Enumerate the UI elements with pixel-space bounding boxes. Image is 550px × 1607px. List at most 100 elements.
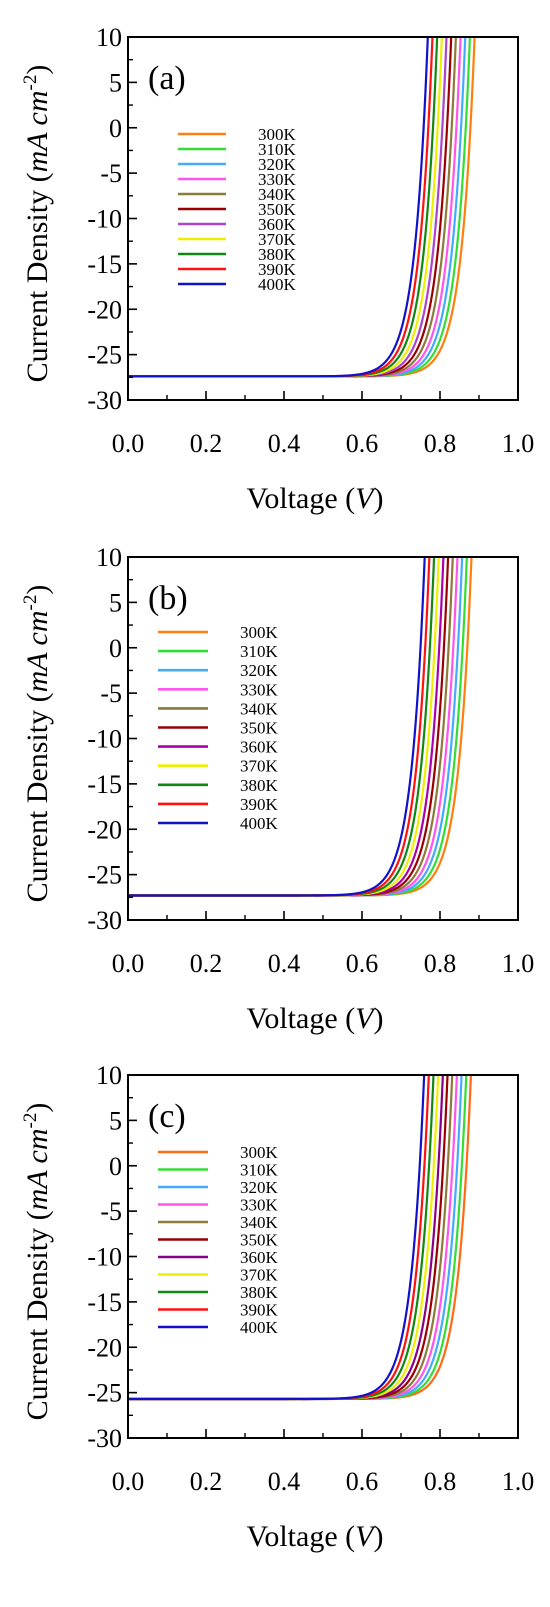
legend-label-310K: 310K [240,1161,279,1180]
y-tick-label: -15 [87,250,122,279]
y-axis-title: Current Density (mA cm-2) [20,585,54,903]
x-tick-label: 1.0 [502,949,535,978]
legend-label-310K: 310K [240,642,279,661]
y-tick-label: 10 [96,543,122,572]
x-tick-label: 0.0 [112,1467,145,1496]
legend-label-320K: 320K [240,661,279,680]
series-line-330K [128,37,462,378]
legend-label-350K: 350K [258,200,297,219]
y-tick-label: 5 [109,68,122,97]
y-tick-label: 0 [109,114,122,143]
legend: 300K310K320K330K340K350K360K370K380K390K… [158,623,279,833]
y-tick-label: -30 [87,386,122,415]
legend-label-400K: 400K [258,275,297,294]
y-tick-label: -15 [87,770,122,799]
y-tick-label: -30 [87,1424,122,1453]
series-line-310K [128,557,468,897]
legend-label-330K: 330K [258,170,297,189]
x-tick-label: 1.0 [502,1467,535,1496]
x-axis-title: Voltage (V) [247,482,384,515]
x-tick-label: 0.6 [346,1467,379,1496]
legend-label-340K: 340K [258,185,297,204]
y-tick-label: -30 [87,906,122,935]
legend-label-350K: 350K [240,719,279,738]
x-tick-label: 0.2 [190,1467,223,1496]
y-axis-title: Current Density (mA cm-2) [20,1103,54,1421]
legend-label-360K: 360K [240,738,279,757]
x-axis-title: Voltage (V) [247,1002,384,1035]
y-tick-label: -25 [87,341,122,370]
y-tick-label: 10 [96,1061,122,1090]
legend-label-300K: 300K [240,623,279,642]
legend-label-380K: 380K [258,245,297,264]
chart-panel-1: 10 5 0 -5 -10 -15 -20 -25 -30 0.0 0.2 0.4 0.6 0.8 1.0 V… [20,543,535,1035]
series-line-400K [128,1075,426,1401]
curves [128,1075,473,1401]
legend-label-390K: 390K [240,795,279,814]
legend-label-320K: 320K [240,1178,279,1197]
y-tick-label: 10 [96,23,122,52]
curves [128,557,473,897]
legend-label-300K: 300K [258,125,297,144]
x-axis-title: Voltage (V) [247,1520,384,1553]
chart-panel-0: 10 5 0 -5 -10 -15 -20 -25 -30 0.0 0.2 0.4 0.6 0.8 1.0 V… [20,23,535,515]
y-tick-label: -10 [87,725,122,754]
x-tick-label: 0.8 [424,949,457,978]
legend-label-370K: 370K [240,1266,279,1285]
y-tick-label: -5 [100,679,122,708]
y-tick-label: -25 [87,861,122,890]
x-tick-label: 1.0 [502,429,535,458]
legend: 300K310K320K330K340K350K360K370K380K390K… [158,1143,279,1337]
legend-label-360K: 360K [258,215,297,234]
legend-label-350K: 350K [240,1231,279,1250]
series-line-400K [128,557,426,897]
legend-label-390K: 390K [240,1301,279,1320]
x-tick-label: 0.4 [268,949,301,978]
legend-label-320K: 320K [258,155,297,174]
legend-label-300K: 300K [240,1143,279,1162]
y-tick-label: 0 [109,1152,122,1181]
legend-label-330K: 330K [240,680,279,699]
y-tick-label: -25 [87,1379,122,1408]
x-tick-label: 0.0 [112,429,145,458]
series-line-310K [128,1075,468,1401]
curves [128,37,476,378]
legend-label-380K: 380K [240,1283,279,1302]
series-line-400K [128,37,429,378]
y-tick-label: -10 [87,1243,122,1272]
y-tick-label: -20 [87,1333,122,1362]
legend-label-340K: 340K [240,699,279,718]
x-tick-label: 0.6 [346,949,379,978]
y-tick-label: 0 [109,634,122,663]
y-tick-label: -10 [87,205,122,234]
legend-label-380K: 380K [240,776,279,795]
legend-label-370K: 370K [258,230,297,249]
x-tick-label: 0.4 [268,429,301,458]
legend-label-400K: 400K [240,814,279,833]
x-tick-label: 0.8 [424,1467,457,1496]
y-tick-label: -15 [87,1288,122,1317]
x-tick-label: 0.0 [112,949,145,978]
y-tick-label: 5 [109,588,122,617]
legend-label-390K: 390K [258,260,297,279]
x-tick-label: 0.4 [268,1467,301,1496]
y-tick-label: 5 [109,1106,122,1135]
y-tick-label: -5 [100,1197,122,1226]
x-tick-label: 0.6 [346,429,379,458]
panel-label: (a) [148,60,186,97]
panel-label: (c) [148,1098,186,1135]
y-axis-title: Current Density (mA cm-2) [20,65,54,383]
panel-label: (b) [148,580,188,617]
legend-label-370K: 370K [240,757,279,776]
legend-label-310K: 310K [258,140,297,159]
x-tick-label: 0.2 [190,429,223,458]
x-tick-label: 0.2 [190,949,223,978]
y-tick-label: -20 [87,295,122,324]
y-tick-label: -20 [87,815,122,844]
legend-label-400K: 400K [240,1318,279,1337]
legend-label-340K: 340K [240,1213,279,1232]
y-tick-label: -5 [100,159,122,188]
legend-label-360K: 360K [240,1248,279,1267]
chart-panel-2: 10 5 0 -5 -10 -15 -20 -25 -30 0.0 0.2 0.4 0.6 0.8 1.0 V… [20,1061,535,1553]
